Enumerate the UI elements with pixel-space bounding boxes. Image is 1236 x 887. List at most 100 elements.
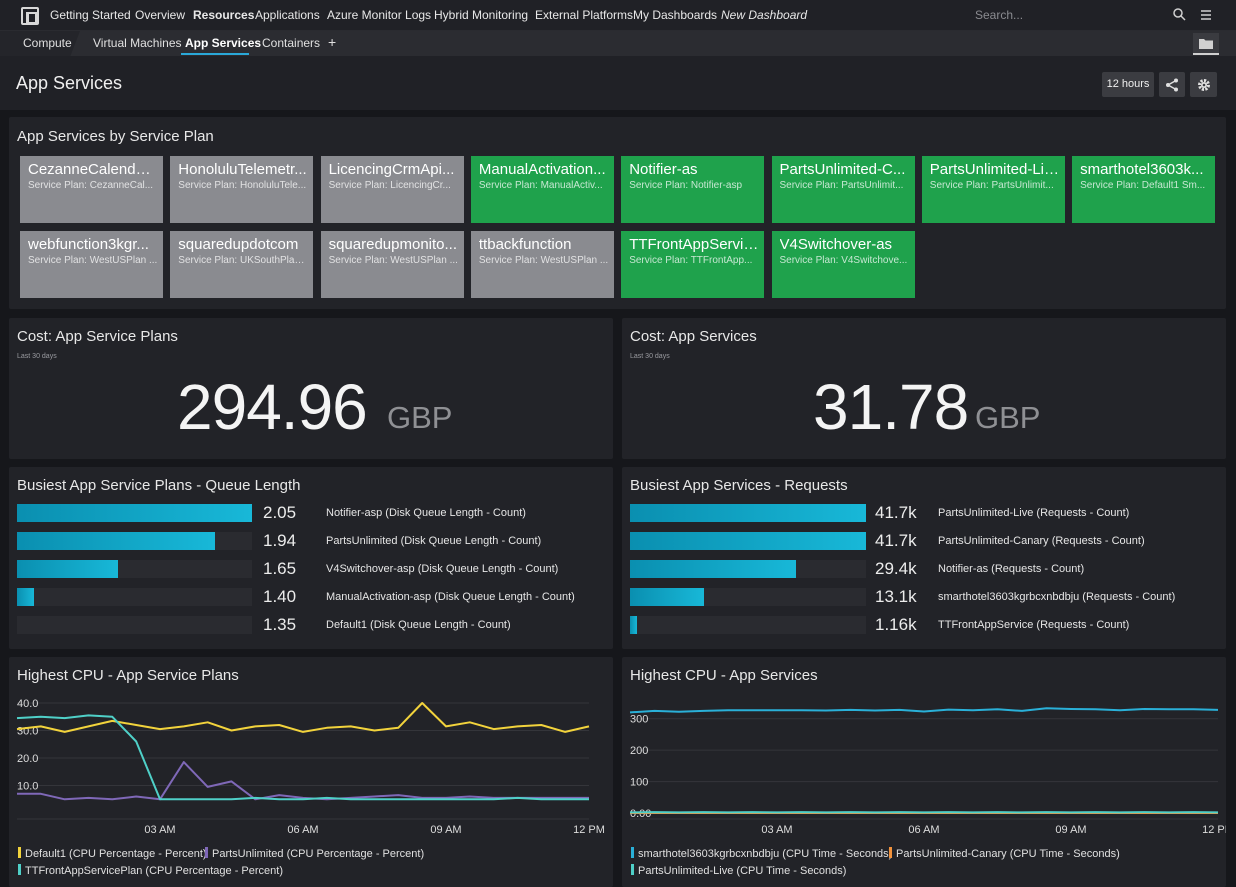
service-tile-plan: Service Plan: WestUSPlan ... — [28, 255, 158, 266]
nav-getting-started[interactable]: Getting Started — [50, 8, 131, 22]
bar-row[interactable]: 1.94 PartsUnlimited (Disk Queue Length - … — [17, 531, 597, 550]
service-plan-panel: App Services by Service Plan CezanneCale… — [9, 117, 1226, 309]
cost-services-value: 31.78 — [813, 371, 969, 443]
search-input[interactable]: Search... — [975, 8, 1024, 22]
nav-azure-monitor-logs[interactable]: Azure Monitor Logs — [327, 8, 432, 22]
bar-label: Notifier-as (Requests - Count) — [938, 563, 1085, 575]
service-tile[interactable]: V4Switchover-as Service Plan: V4Switchove… — [771, 231, 915, 298]
service-tile[interactable]: PartsUnlimited-C... Service Plan: PartsUn… — [771, 156, 915, 223]
breadcrumb-compute[interactable]: Compute — [23, 36, 72, 50]
bar-row[interactable]: 29.4k Notifier-as (Requests - Count) — [630, 559, 1210, 578]
bar-value: 41.7k — [875, 531, 917, 550]
service-tile-plan: Service Plan: V4Switchove... — [779, 255, 908, 266]
cost-services-subtitle: Last 30 days — [630, 353, 670, 360]
y-tick-label: 200 — [630, 745, 648, 757]
bar-label: PartsUnlimited-Live (Requests - Count) — [938, 507, 1130, 519]
nav-applications[interactable]: Applications — [255, 8, 320, 22]
series-line[interactable] — [16, 702, 590, 733]
service-tile[interactable]: HonoluluTelemetr... Service Plan: Honolul… — [170, 156, 314, 223]
legend-item[interactable]: TTFrontAppServicePlan (CPU Percentage - … — [18, 864, 283, 877]
series-line[interactable] — [629, 707, 1219, 714]
bar-row[interactable]: 41.7k PartsUnlimited-Canary (Requests - C… — [630, 531, 1210, 550]
requests-title: Busiest App Services - Requests — [630, 477, 848, 494]
legend-item[interactable]: PartsUnlimited-Canary (CPU Time - Second… — [889, 847, 1120, 860]
bar-value: 29.4k — [875, 559, 917, 578]
cpu-plans-title: Highest CPU - App Service Plans — [17, 667, 239, 684]
tab-virtual-machines[interactable]: Virtual Machines — [93, 36, 182, 50]
page-header: App Services 12 hours — [0, 56, 1236, 110]
share-icon — [1166, 78, 1178, 92]
nav-hybrid-monitoring[interactable]: Hybrid Monitoring — [434, 8, 529, 22]
bar-track — [630, 504, 866, 522]
bar-fill — [17, 560, 118, 578]
bar-label: V4Switchover-asp (Disk Queue Length - Co… — [326, 563, 559, 575]
bar-row[interactable]: 1.40 ManualActivation-asp (Disk Queue Len… — [17, 587, 597, 606]
nav-resources[interactable]: Resources — [193, 8, 255, 22]
legend-swatch — [631, 847, 634, 858]
bar-value: 2.05 — [263, 503, 297, 522]
search-icon[interactable] — [1173, 8, 1186, 21]
bar-value: 1.35 — [263, 615, 297, 634]
service-tile-plan: Service Plan: ManualActiv... — [478, 180, 603, 191]
bar-track — [17, 616, 252, 634]
legend-item[interactable]: Default1 (CPU Percentage - Percent) — [18, 847, 207, 860]
service-tile-name: HonoluluTelemetr... — [178, 161, 307, 178]
folder-button[interactable] — [1193, 33, 1219, 55]
bar-row[interactable]: 2.05 Notifier-asp (Disk Queue Length - Co… — [17, 503, 597, 522]
tab-containers[interactable]: Containers — [262, 36, 321, 50]
nav-my-dashboards[interactable]: My Dashboards — [633, 8, 718, 22]
bar-row[interactable]: 41.7k PartsUnlimited-Live (Requests - Cou… — [630, 503, 1210, 522]
service-tile[interactable]: LicencingCrmApi... Service Plan: Licencin… — [320, 156, 464, 223]
service-tile[interactable]: ttbackfunction Service Plan: WestUSPlan .… — [470, 231, 614, 298]
squaredup-logo-icon[interactable] — [21, 7, 39, 25]
y-tick-label: 40.0 — [17, 698, 38, 710]
legend-item[interactable]: PartsUnlimited-Live (CPU Time - Seconds) — [631, 864, 846, 877]
service-tile-plan: Service Plan: Notifier-asp — [629, 180, 743, 191]
service-tile-name: webfunction3kgr... — [28, 236, 149, 253]
bar-track — [630, 532, 866, 550]
legend-swatch — [889, 847, 892, 858]
add-tab-button[interactable]: + — [328, 34, 337, 50]
bar-label: PartsUnlimited (Disk Queue Length - Coun… — [326, 535, 542, 547]
menu-icon[interactable] — [1200, 9, 1212, 21]
x-tick-label: 12 PM — [573, 824, 605, 836]
tab-app-services[interactable]: App Services — [185, 36, 262, 50]
cost-plans-title: Cost: App Service Plans — [17, 328, 178, 345]
legend-item[interactable]: smarthotel3603kgrbcxnbdbju (CPU Time - S… — [631, 847, 892, 860]
service-tile[interactable]: TTFrontAppService Service Plan: TTFrontAp… — [621, 231, 765, 298]
x-tick-label: 09 AM — [1055, 824, 1086, 836]
service-tile-name: CezanneCalendar... — [28, 161, 158, 178]
service-tile-plan: Service Plan: LicencingCr... — [328, 180, 451, 191]
bar-row[interactable]: 1.16k TTFrontAppService (Requests - Count… — [630, 615, 1210, 634]
nav-new-dashboard[interactable]: New Dashboard — [721, 8, 808, 22]
x-tick-label: 03 AM — [144, 824, 175, 836]
service-tile[interactable]: ManualActivation... Service Plan: ManualA… — [470, 156, 614, 223]
bar-value: 1.40 — [263, 587, 297, 606]
service-tile[interactable]: PartsUnlimited-Live Service Plan: PartsUn… — [921, 156, 1065, 223]
legend-swatch — [631, 864, 634, 875]
service-tile[interactable]: Notifier-as Service Plan: Notifier-asp — [621, 156, 765, 223]
legend-swatch — [18, 864, 21, 875]
bar-row[interactable]: 1.35 Default1 (Disk Queue Length - Count) — [17, 615, 597, 634]
service-tile-plan: Service Plan: TTFrontApp... — [629, 255, 753, 266]
series-line[interactable] — [16, 714, 589, 801]
bar-row[interactable]: 13.1k smarthotel3603kgrbcxnbdbju (Request… — [630, 587, 1210, 606]
cpu-services-title: Highest CPU - App Services — [630, 667, 818, 684]
service-tile-name: PartsUnlimited-Live — [929, 161, 1060, 178]
service-tile[interactable]: squaredupmonito... Service Plan: WestUSPl… — [320, 231, 464, 298]
nav-external-platforms[interactable]: External Platforms — [535, 8, 634, 22]
service-tile[interactable]: CezanneCalendar... Service Plan: CezanneC… — [20, 156, 163, 223]
share-button[interactable] — [1159, 72, 1185, 97]
bar-row[interactable]: 1.65 V4Switchover-asp (Disk Queue Length … — [17, 559, 597, 578]
service-tile[interactable]: smarthotel3603k... Service Plan: Default1… — [1072, 156, 1216, 223]
legend-item[interactable]: PartsUnlimited (CPU Percentage - Percent… — [205, 847, 424, 860]
service-tile[interactable]: webfunction3kgr... Service Plan: WestUSPl… — [20, 231, 163, 298]
settings-button[interactable] — [1190, 72, 1217, 97]
time-range-button[interactable]: 12 hours — [1102, 72, 1154, 97]
bar-value: 13.1k — [875, 587, 917, 606]
series-line[interactable] — [17, 761, 589, 801]
service-tile-plan: Service Plan: HonoluluTele... — [178, 180, 307, 191]
nav-overview[interactable]: Overview — [135, 8, 186, 22]
cpu-services-panel: Highest CPU - App Services 300 200 100 0.00… — [622, 657, 1226, 887]
service-tile[interactable]: squaredupdotcom Service Plan: UKSouthPlan… — [170, 231, 314, 298]
